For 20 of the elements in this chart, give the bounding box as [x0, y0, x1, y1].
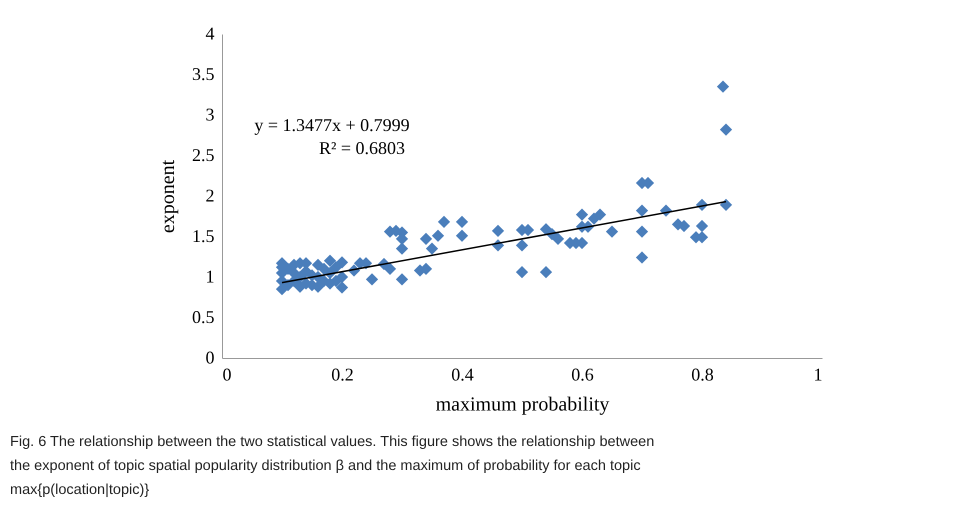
y-tick-label: 0 [206, 348, 214, 368]
caption: Fig. 6 The relationship between the two statistical values. This figure shows the relationship between the exponent of topic spatial popularity distribution β and the maximum of probability for each topic max{p(location|topic)} [10, 434, 654, 498]
y-tick-label: 0.5 [192, 307, 214, 327]
y-tick-label: 3.5 [192, 64, 214, 84]
annotation: y = 1.3477x + 0.7999 [254, 115, 410, 135]
y-tick-label: 2.5 [192, 145, 214, 165]
y-tick-label: 3 [206, 104, 214, 124]
x-tick-label: 0.2 [331, 364, 354, 384]
x-tick-label: 0.6 [571, 364, 594, 384]
y-tick-label: 1 [206, 266, 214, 286]
y-tick-label: 1.5 [192, 226, 214, 246]
y-tick-label: 2 [206, 186, 214, 206]
x-tick-label: 0.4 [451, 364, 474, 384]
x-tick-label: 0.8 [691, 364, 714, 384]
annotation: R² = 0.6803 [318, 138, 406, 158]
x-axis-title: maximum probability [436, 394, 610, 416]
x-tick-label: 0 [222, 364, 232, 384]
x-tick-label: 1 [814, 364, 822, 384]
y-tick-label: 4 [206, 24, 214, 44]
y-axis-title: exponent [157, 159, 179, 234]
